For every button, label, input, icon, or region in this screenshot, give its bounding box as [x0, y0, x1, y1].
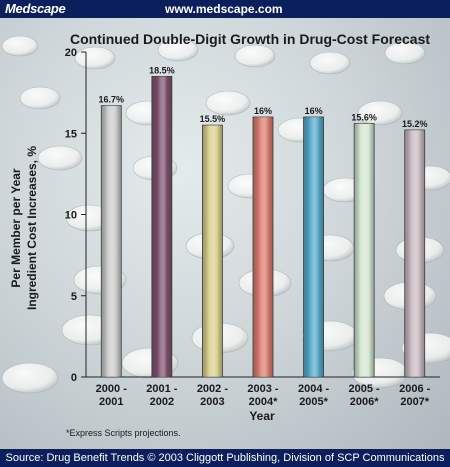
pill-shape: [37, 145, 83, 171]
x-tick-label: 2005 -: [349, 383, 381, 395]
pill-shape: [309, 51, 351, 75]
y-tick-label: 10: [65, 210, 77, 222]
data-label-7: 15.2%: [402, 119, 428, 129]
medscape-logo[interactable]: Medscape: [5, 1, 66, 16]
x-axis-label: Year: [249, 409, 275, 423]
x-tick-label: 2007*: [400, 396, 429, 408]
bar-shading-4: [253, 117, 273, 377]
pill-shape: [357, 100, 403, 126]
y-tick-label: 15: [65, 128, 77, 140]
footer-bar: Source: Drug Benefit Trends © 2003 Cligg…: [0, 449, 450, 467]
bar-shading-5: [303, 117, 324, 377]
chart-title: Continued Double-Digit Growth in Drug-Co…: [70, 31, 430, 47]
chart-area: 0 5 10 15 20 16.7% 2000 -2001 18.5% 2001 -2002 1…: [0, 18, 450, 449]
y-axis-label-line1: Per Member per Year: [9, 168, 23, 288]
data-label-4: 16%: [254, 106, 272, 116]
bar-chart: 0 5 10 15 20 16.7% 2000 -2001 18.5% 2001 -2002 1…: [1, 31, 450, 438]
x-tick-label: 2004*: [249, 396, 278, 408]
x-tick-label: 2001 -: [146, 383, 178, 395]
x-tick-label: 2005*: [299, 396, 328, 408]
pill-shape: [19, 86, 61, 110]
pill-shape: [1, 362, 59, 394]
bar-shading-6: [354, 123, 375, 377]
bar-shading-2: [151, 76, 172, 377]
pill-shape: [234, 44, 276, 68]
x-tick-label: 2003 -: [247, 383, 279, 395]
x-tick-label: 2004 -: [298, 383, 330, 395]
header-bar: Medscape www.medscape.com: [0, 0, 450, 18]
data-label-3: 15.5%: [200, 114, 226, 124]
data-label-1: 16.7%: [99, 95, 125, 105]
x-tick-label: 2006*: [350, 396, 379, 408]
pill-shape: [74, 46, 116, 70]
x-tick-label: 2000 -: [96, 383, 128, 395]
bar-shading-7: [404, 130, 425, 377]
data-label-5: 16%: [305, 106, 323, 116]
x-tick-label: 2003: [200, 396, 224, 408]
bar-shading-3: [202, 125, 223, 377]
pill-shape: [205, 90, 251, 116]
x-tick-label: 2002: [150, 396, 174, 408]
footnote: *Express Scripts projections.: [66, 428, 181, 438]
bar-shading-1: [101, 105, 122, 377]
y-tick-label: 20: [65, 47, 77, 59]
y-tick-label: 5: [71, 291, 77, 303]
pill-shape: [384, 41, 426, 65]
y-tick-label: 0: [71, 372, 77, 384]
x-tick-label: 2002 -: [197, 383, 229, 395]
source-credit: Source: Drug Benefit Trends © 2003 Cligg…: [5, 452, 445, 464]
site-url[interactable]: www.medscape.com: [165, 2, 283, 16]
y-axis-label-line2: Ingredient Cost Increases, %: [25, 146, 39, 310]
x-tick-label: 2001: [99, 396, 123, 408]
pill-shape: [157, 38, 199, 62]
pill-shape: [1, 35, 39, 57]
data-label-6: 15.6%: [351, 113, 377, 123]
x-tick-label: 2006 -: [399, 383, 431, 395]
data-label-2: 18.5%: [149, 65, 175, 75]
